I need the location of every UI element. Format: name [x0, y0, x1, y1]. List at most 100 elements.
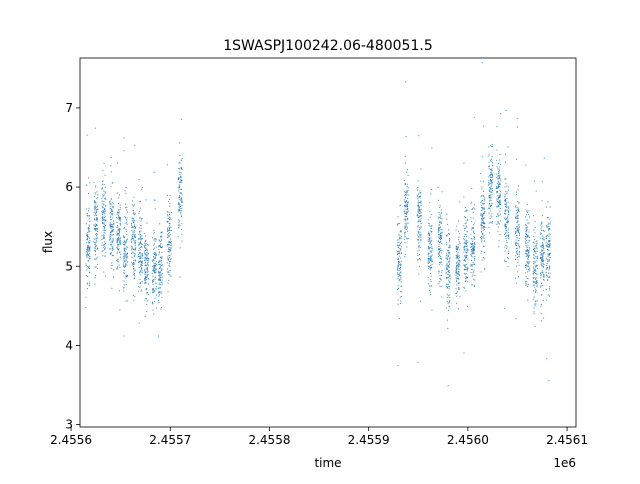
data-point — [169, 224, 171, 226]
data-point — [547, 256, 549, 258]
data-point — [504, 250, 506, 252]
data-point — [158, 300, 160, 302]
data-point — [515, 217, 517, 219]
data-point — [144, 256, 146, 258]
data-point — [535, 282, 537, 284]
data-point — [124, 244, 126, 246]
data-point — [177, 224, 179, 226]
data-point — [440, 247, 442, 249]
data-point — [109, 236, 111, 238]
data-point — [146, 263, 148, 265]
data-point — [549, 265, 551, 267]
data-point — [86, 234, 88, 236]
data-point — [167, 256, 169, 258]
data-point — [439, 216, 441, 218]
data-point — [534, 268, 536, 270]
data-point — [400, 267, 402, 269]
data-point — [481, 202, 483, 204]
data-point — [179, 154, 181, 156]
data-point — [534, 232, 536, 234]
data-point — [533, 257, 535, 259]
data-point — [181, 207, 183, 209]
data-point — [535, 277, 537, 279]
data-point — [470, 246, 472, 248]
data-point — [104, 249, 106, 251]
data-point — [397, 216, 399, 218]
data-point — [154, 208, 156, 210]
data-point — [490, 171, 492, 173]
data-point — [518, 247, 520, 249]
data-point — [516, 214, 518, 216]
data-point — [463, 286, 465, 288]
data-point — [140, 268, 142, 270]
data-point — [405, 196, 406, 198]
data-point — [481, 233, 483, 235]
data-point — [146, 271, 148, 273]
data-point — [110, 231, 112, 233]
data-point — [498, 206, 500, 208]
data-point — [398, 261, 400, 263]
data-point — [464, 248, 466, 250]
data-point — [397, 276, 399, 278]
data-point — [124, 247, 126, 249]
data-point — [498, 184, 500, 186]
data-point — [126, 223, 128, 225]
data-point — [406, 238, 408, 240]
data-point — [497, 187, 499, 189]
data-point — [484, 197, 486, 199]
data-point — [138, 178, 140, 180]
data-point — [445, 257, 447, 259]
data-point — [488, 161, 490, 163]
data-point — [111, 244, 113, 246]
data-point — [499, 193, 501, 195]
data-point — [496, 187, 498, 189]
data-point — [506, 221, 508, 223]
data-point — [497, 230, 499, 232]
data-point — [472, 245, 474, 247]
data-point — [482, 225, 484, 227]
data-point — [504, 209, 506, 211]
data-point — [161, 251, 163, 253]
data-point — [525, 244, 527, 246]
data-point — [500, 191, 502, 193]
data-point — [546, 299, 548, 301]
data-point — [446, 262, 448, 264]
data-point — [515, 258, 517, 260]
data-point — [145, 288, 147, 290]
data-point — [154, 252, 156, 254]
data-point — [456, 248, 458, 250]
data-point — [516, 265, 518, 267]
data-point — [134, 263, 135, 265]
data-point — [133, 262, 135, 264]
data-point — [169, 228, 171, 230]
data-point — [548, 277, 550, 279]
data-point — [496, 198, 498, 200]
data-point — [471, 227, 473, 229]
data-point — [464, 227, 466, 229]
data-point — [459, 265, 461, 267]
data-point — [141, 235, 143, 237]
data-point — [161, 284, 163, 286]
data-point — [428, 245, 430, 247]
data-point — [517, 253, 519, 255]
data-point — [155, 282, 157, 284]
data-point — [429, 256, 431, 258]
data-point — [438, 233, 440, 235]
data-point — [398, 270, 400, 272]
data-point — [168, 273, 170, 275]
data-point — [144, 262, 146, 264]
data-point — [126, 217, 128, 219]
data-point — [420, 168, 422, 170]
data-point — [542, 229, 544, 231]
data-point — [441, 211, 443, 213]
data-point — [441, 218, 443, 220]
data-point — [419, 253, 421, 255]
data-point — [429, 285, 431, 287]
data-point — [505, 226, 507, 228]
data-point — [441, 270, 443, 272]
data-point — [155, 253, 157, 255]
data-point — [118, 261, 120, 263]
data-point — [158, 240, 160, 242]
data-point — [549, 253, 551, 255]
data-point — [533, 229, 535, 231]
